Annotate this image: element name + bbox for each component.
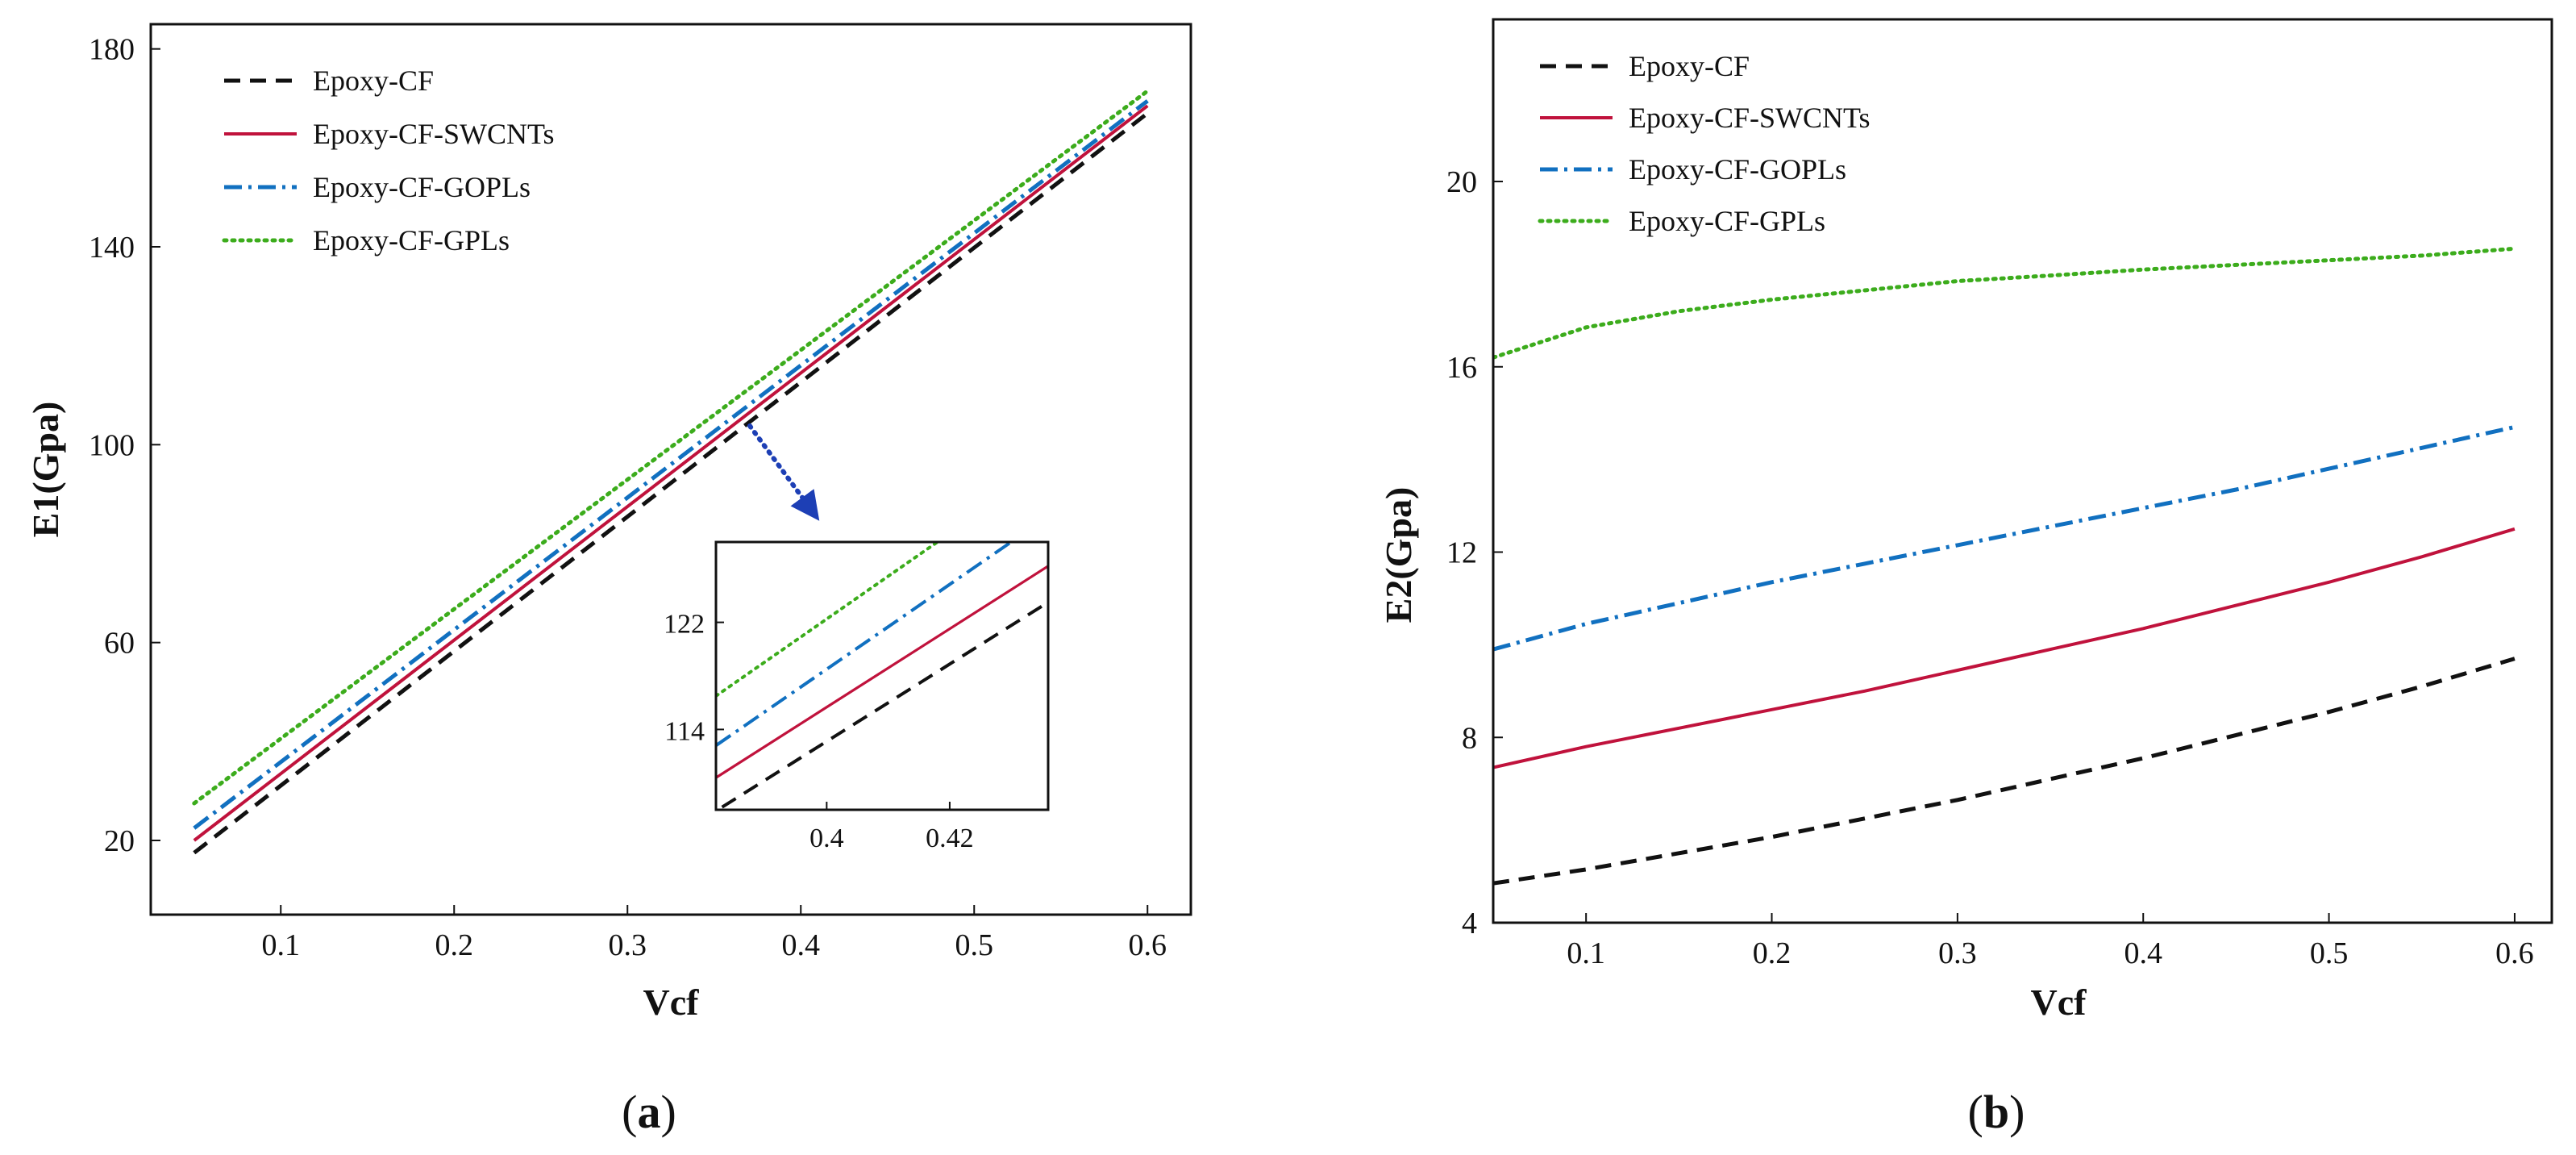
panel-a-inset-y-tick-label: 114 xyxy=(664,716,705,746)
panel-b-x-axis-label: Vcf xyxy=(2031,982,2087,1023)
panel-b-caption-letter: b xyxy=(1983,1086,2009,1138)
panel-b-x-tick-label: 0.6 xyxy=(2495,936,2534,970)
panel-a-inset-x-ticks: 0.4 0.42 xyxy=(809,802,974,853)
panel-a-x-tick-label: 0.4 xyxy=(782,928,821,962)
panel-b-series-epoxy-cf xyxy=(1493,657,2516,886)
panel-a-y-tick-label: 140 xyxy=(89,231,135,265)
panel-b-legend-label: Epoxy-CF-SWCNTs xyxy=(1629,102,1871,134)
panel-a-caption-letter: a xyxy=(638,1086,661,1138)
panel-b-plot-frame xyxy=(1492,18,2553,924)
panel-a-x-tick-label: 0.6 xyxy=(1129,928,1167,962)
panel-b-legend-label: Epoxy-CF-GOPLs xyxy=(1629,153,1846,186)
panel-a-chart: 0.1 0.2 0.3 0.4 0.5 0.6 20 60 100 140 180 Vcf E1(… xyxy=(25,23,1192,1138)
panel-a-inset-y-ticks: 114 122 xyxy=(664,610,724,746)
panel-a-inset-x-tick-label: 0.42 xyxy=(926,824,974,853)
panel-a-x-tick-label: 0.1 xyxy=(262,928,301,962)
panel-a-series-group xyxy=(192,89,1150,855)
panel-a-x-axis-label: Vcf xyxy=(643,982,700,1023)
panel-b-y-tick-label: 20 xyxy=(1446,165,1477,199)
panel-b-series-epoxy-cf-gopls xyxy=(1493,424,2516,652)
panel-a-y-ticks: 20 60 100 140 180 xyxy=(89,33,160,858)
panel-b-y-tick-label: 12 xyxy=(1446,536,1477,570)
panel-b-y-ticks: 4 8 12 16 20 xyxy=(1446,165,1503,940)
panel-b-x-tick-label: 0.1 xyxy=(1567,936,1605,970)
panel-b-legend-label: Epoxy-CF-GPLs xyxy=(1629,205,1825,237)
panel-a-series-epoxy-cf-gopls xyxy=(193,99,1149,830)
panel-b-x-ticks: 0.1 0.2 0.3 0.4 0.5 0.6 xyxy=(1567,913,2534,970)
panel-b-caption: (b) xyxy=(1968,1086,2025,1138)
panel-a-x-tick-label: 0.2 xyxy=(435,928,474,962)
panel-a-inset-series-epoxy-cf-gopls xyxy=(716,542,1013,747)
panel-a-y-axis-label: E1(Gpa) xyxy=(25,402,66,538)
panel-a-inset-series-epoxy-cf xyxy=(721,601,1048,809)
panel-a-inset-series-epoxy-cf-gpls xyxy=(716,542,939,698)
panel-b-y-tick-label: 8 xyxy=(1462,721,1477,755)
panel-a-legend-label: Epoxy-CF xyxy=(313,65,434,97)
panel-a-x-tick-label: 0.5 xyxy=(955,928,994,962)
panel-b-y-tick-label: 16 xyxy=(1446,351,1477,385)
panel-a-inset-series-group xyxy=(716,542,1048,809)
panel-b-x-tick-label: 0.4 xyxy=(2124,936,2162,970)
panel-a-caption: (a) xyxy=(622,1086,676,1138)
panel-a-x-tick-label: 0.3 xyxy=(609,928,647,962)
panel-b-x-tick-label: 0.2 xyxy=(1753,936,1792,970)
panel-a-y-tick-label: 180 xyxy=(89,33,135,67)
panel-a-inset-x-tick-label: 0.4 xyxy=(809,824,844,853)
panel-a-legend-label: Epoxy-CF-GPLs xyxy=(313,224,510,256)
panel-a-plot-frame xyxy=(149,23,1192,916)
panel-a-series-epoxy-cf-gpls xyxy=(192,89,1150,806)
panel-a-legend: Epoxy-CF Epoxy-CF-SWCNTs Epoxy-CF-GOPLs Epo… xyxy=(222,65,555,256)
panel-b-y-axis-label: E2(Gpa) xyxy=(1378,487,1419,623)
panel-b-series-epoxy-cf-gpls xyxy=(1493,246,2517,360)
panel-a-series-epoxy-cf xyxy=(193,111,1149,855)
panel-a-inset: 0.4 0.42 114 122 xyxy=(664,540,1050,853)
panel-a-legend-label: Epoxy-CF-SWCNTs xyxy=(313,118,555,150)
panel-a-y-tick-label: 60 xyxy=(104,627,135,661)
panel-b-x-tick-label: 0.5 xyxy=(2310,936,2349,970)
panel-a-zoom-arrow xyxy=(747,423,820,521)
panel-a-legend-label: Epoxy-CF-GOPLs xyxy=(313,171,531,203)
panel-a-y-tick-label: 20 xyxy=(104,824,135,858)
panel-a-series-epoxy-cf-swcnts xyxy=(193,104,1149,842)
panel-b-x-tick-label: 0.3 xyxy=(1938,936,1977,970)
panel-b-legend-label: Epoxy-CF xyxy=(1629,50,1750,82)
panel-a-y-tick-label: 100 xyxy=(89,428,135,462)
panel-a-inset-frame xyxy=(714,540,1050,811)
panel-b-series-group xyxy=(1493,246,2517,886)
panel-a-inset-y-tick-label: 122 xyxy=(664,610,705,640)
panel-a-inset-series-epoxy-cf-swcnts xyxy=(716,565,1048,779)
panel-b-series-epoxy-cf-swcnts xyxy=(1493,527,2516,769)
panel-b-y-tick-label: 4 xyxy=(1462,907,1477,940)
panel-a-x-ticks: 0.1 0.2 0.3 0.4 0.5 0.6 xyxy=(262,905,1167,962)
panel-b-legend: Epoxy-CF Epoxy-CF-SWCNTs Epoxy-CF-GOPLs Epo… xyxy=(1538,50,1871,237)
